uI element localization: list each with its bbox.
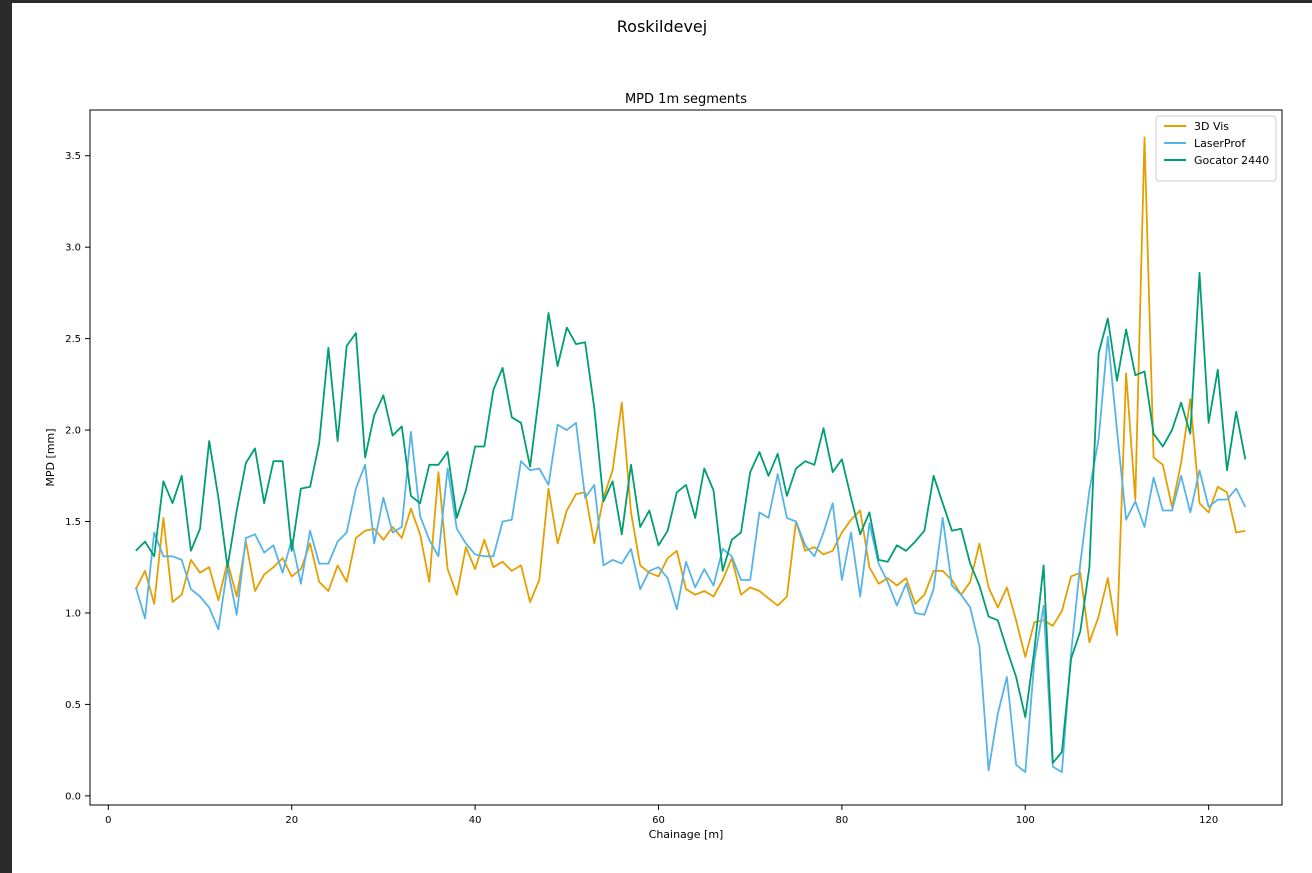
y-tick-label: 1.5 bbox=[65, 517, 81, 528]
series-line-gocator-2440 bbox=[135, 271, 1247, 764]
x-tick-label: 20 bbox=[285, 815, 298, 826]
plot-title: MPD 1m segments bbox=[625, 92, 747, 107]
x-tick-label: 0 bbox=[105, 815, 111, 826]
figure: Roskildevej 0 20 40 60 80 100 120 0.0 0.5 1.0 1.5 2… bbox=[12, 3, 1312, 873]
y-tick-label: 2.5 bbox=[65, 334, 81, 345]
y-tick-label: 3.0 bbox=[65, 243, 81, 254]
x-axis-label: Chainage [m] bbox=[649, 828, 724, 841]
axes-frame bbox=[89, 109, 1283, 806]
series-line-laserprof bbox=[134, 335, 1247, 773]
y-tick-label: 0.0 bbox=[65, 791, 81, 802]
x-tick-label: 100 bbox=[1016, 815, 1035, 826]
x-tick-label: 40 bbox=[469, 815, 482, 826]
y-tick-label: 0.5 bbox=[65, 700, 81, 711]
series-layer bbox=[134, 136, 1247, 773]
figure-title: Roskildevej bbox=[616, 17, 708, 36]
y-tick-label: 3.5 bbox=[65, 151, 81, 162]
legend-entry: LaserProf bbox=[1194, 137, 1246, 150]
legend-entry: 3D Vis bbox=[1194, 120, 1229, 133]
x-tick-label: 60 bbox=[652, 815, 665, 826]
legend: 3D Vis LaserProf Gocator 2440 bbox=[1155, 115, 1277, 182]
series-line-3d-vis bbox=[134, 136, 1246, 658]
y-axis-label: MPD [mm] bbox=[44, 428, 57, 486]
mpd-line-chart: 0 20 40 60 80 100 1200.00.51.01.52.02.53.03.5 … bbox=[44, 92, 1283, 841]
y-tick-label: 1.0 bbox=[65, 608, 81, 619]
legend-box bbox=[1155, 115, 1277, 182]
y-tick-label: 2.0 bbox=[65, 426, 81, 437]
x-tick-label: 120 bbox=[1199, 815, 1218, 826]
legend-entry: Gocator 2440 bbox=[1194, 154, 1269, 167]
ticks-layer: 0 20 40 60 80 100 120 0.0 0.5 1.0 1.5 2.0 2.5 3.0 3.5 bbox=[65, 151, 1218, 826]
plot-frame bbox=[89, 109, 1283, 806]
x-tick-label: 80 bbox=[836, 815, 849, 826]
